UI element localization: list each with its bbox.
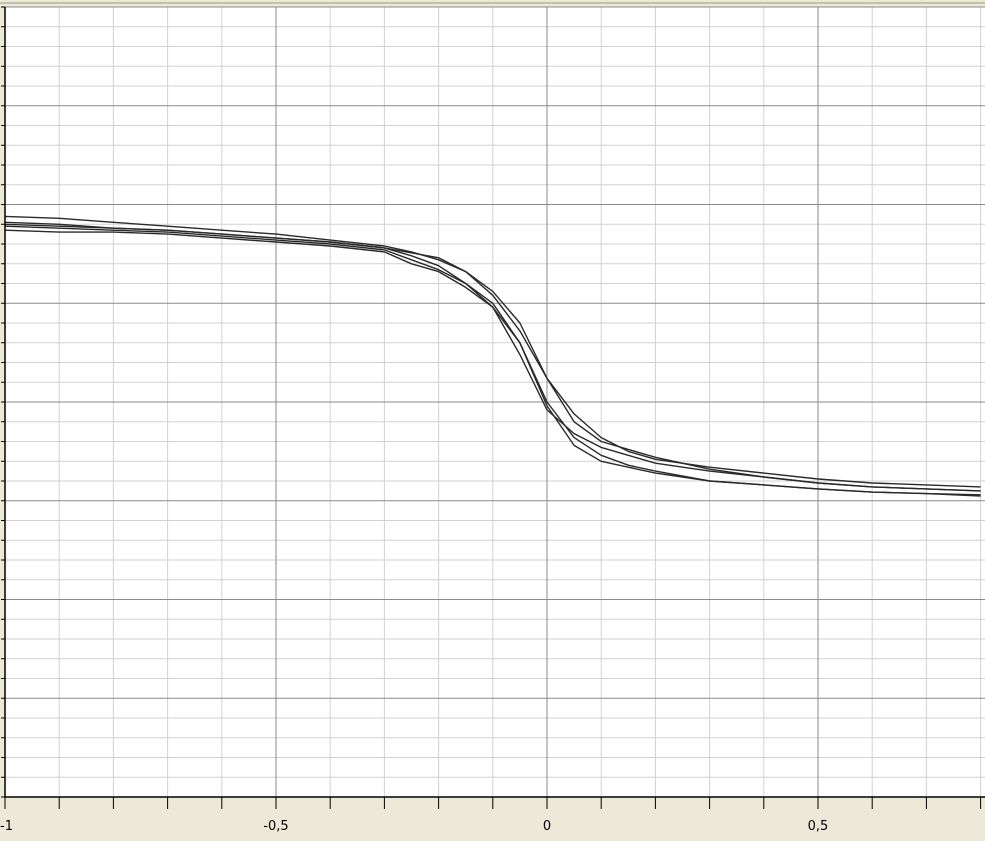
series-layer [4, 215, 981, 497]
x-tick-label: 0,5 [808, 819, 829, 834]
x-tick-label: -1 [0, 819, 13, 834]
series-line-4 [4, 229, 981, 497]
major-grid [4, 6, 985, 798]
x-tick-label: -0,5 [263, 819, 288, 834]
x-tick-label: 0 [543, 819, 551, 834]
series-line-5 [4, 221, 981, 488]
